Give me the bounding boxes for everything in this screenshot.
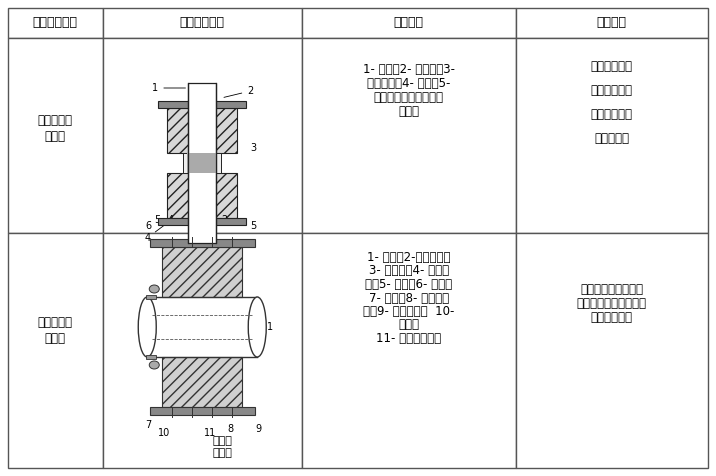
Text: 密封填料；4- 隔墙；5-: 密封填料；4- 隔墙；5- bbox=[367, 77, 450, 90]
Polygon shape bbox=[150, 407, 255, 415]
Text: 7: 7 bbox=[145, 420, 151, 430]
Text: 内侧；: 内侧； bbox=[398, 318, 420, 331]
Text: 4: 4 bbox=[168, 215, 173, 225]
Polygon shape bbox=[158, 218, 246, 225]
Text: 套管配合墙体: 套管配合墙体 bbox=[591, 60, 633, 73]
Polygon shape bbox=[8, 8, 102, 38]
Bar bbox=[146, 295, 156, 299]
Polygon shape bbox=[516, 233, 708, 468]
Text: 1: 1 bbox=[153, 83, 185, 93]
Polygon shape bbox=[168, 108, 237, 153]
Text: 剪力墙处套管需与结: 剪力墙处套管需与结 bbox=[580, 283, 643, 296]
Polygon shape bbox=[302, 38, 516, 233]
Text: 8: 8 bbox=[227, 424, 233, 434]
Ellipse shape bbox=[149, 361, 159, 369]
Text: 1- 钢管；2-法兰套管；: 1- 钢管；2-法兰套管； bbox=[367, 251, 450, 264]
Text: 适用）: 适用） bbox=[398, 105, 420, 118]
Text: 5: 5 bbox=[251, 221, 256, 231]
Text: 固定方式: 固定方式 bbox=[596, 17, 626, 30]
Polygon shape bbox=[302, 233, 516, 468]
Text: 成品装饰板（明装管道: 成品装饰板（明装管道 bbox=[374, 91, 444, 104]
Text: 6: 6 bbox=[145, 221, 151, 231]
Polygon shape bbox=[102, 8, 302, 38]
Polygon shape bbox=[188, 153, 217, 173]
Text: 穿建筑物隔
墙套管: 穿建筑物隔 墙套管 bbox=[38, 115, 73, 142]
Text: 2: 2 bbox=[221, 215, 228, 225]
Text: 构钢筋绑扎固定，一次: 构钢筋绑扎固定，一次 bbox=[577, 297, 647, 310]
Polygon shape bbox=[163, 247, 242, 297]
Text: 套管安装样图: 套管安装样图 bbox=[180, 17, 225, 30]
Text: 盖；5- 螺柱；6- 螺母；: 盖；5- 螺柱；6- 螺母； bbox=[365, 278, 453, 291]
Polygon shape bbox=[163, 357, 242, 407]
Text: 11- 柔性填缝材料: 11- 柔性填缝材料 bbox=[376, 332, 441, 345]
Polygon shape bbox=[516, 38, 708, 233]
Text: 泥砂浆固定: 泥砂浆固定 bbox=[594, 132, 629, 145]
Ellipse shape bbox=[248, 297, 266, 357]
Polygon shape bbox=[8, 233, 102, 468]
Text: 水套管: 水套管 bbox=[213, 448, 232, 458]
Text: 9: 9 bbox=[256, 424, 262, 434]
Polygon shape bbox=[183, 153, 221, 173]
Text: 1- 钢管；2- 钢套管；3-: 1- 钢管；2- 钢套管；3- bbox=[363, 63, 455, 76]
Text: 3: 3 bbox=[251, 143, 256, 153]
Text: 1: 1 bbox=[267, 322, 274, 332]
Text: 缝；9- 建筑外墙；  10-: 缝；9- 建筑外墙； 10- bbox=[363, 305, 455, 318]
Text: 穿人防剪力
墙套管: 穿人防剪力 墙套管 bbox=[38, 317, 73, 345]
Text: 4: 4 bbox=[144, 225, 165, 243]
Ellipse shape bbox=[149, 285, 159, 293]
Polygon shape bbox=[8, 38, 102, 233]
Polygon shape bbox=[158, 101, 246, 108]
Polygon shape bbox=[102, 233, 302, 468]
Polygon shape bbox=[516, 8, 708, 38]
Text: 7- 法兰；8- 密封膏嵌: 7- 法兰；8- 密封膏嵌 bbox=[369, 291, 449, 305]
Polygon shape bbox=[168, 173, 237, 218]
Polygon shape bbox=[188, 83, 216, 243]
Text: 符号说明: 符号说明 bbox=[394, 17, 424, 30]
Polygon shape bbox=[302, 8, 516, 38]
Text: 柔性防: 柔性防 bbox=[213, 436, 232, 446]
Polygon shape bbox=[102, 38, 302, 233]
Ellipse shape bbox=[138, 297, 156, 357]
Polygon shape bbox=[150, 239, 255, 247]
Text: 5: 5 bbox=[154, 215, 160, 225]
Text: 3- 密封圈；4- 法兰压: 3- 密封圈；4- 法兰压 bbox=[369, 265, 449, 278]
Text: 11: 11 bbox=[204, 428, 216, 438]
Text: 械开洞后用水: 械开洞后用水 bbox=[591, 108, 633, 121]
Text: 浇注在墙体内: 浇注在墙体内 bbox=[591, 311, 633, 324]
Text: 施工或使用机: 施工或使用机 bbox=[591, 84, 633, 97]
Text: 10: 10 bbox=[158, 428, 170, 438]
Bar bbox=[146, 355, 156, 359]
Text: 3: 3 bbox=[194, 215, 200, 225]
Text: 套管安装位置: 套管安装位置 bbox=[33, 17, 78, 30]
Text: 2: 2 bbox=[224, 86, 253, 98]
